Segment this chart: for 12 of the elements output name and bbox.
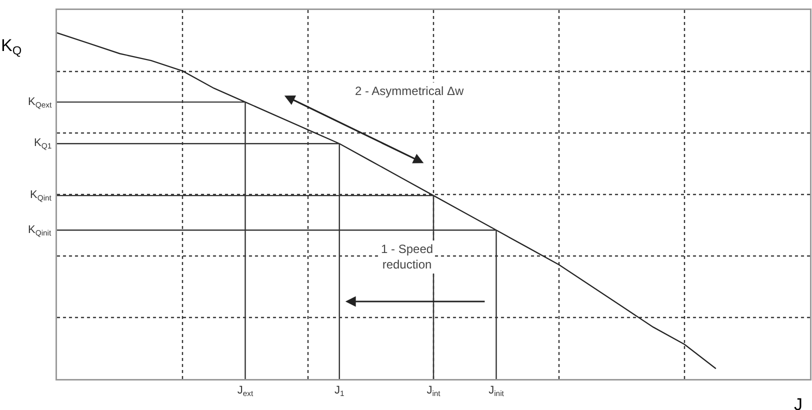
y-axis-title: K$_{Q}$	[1, 36, 22, 58]
x-tick-label: J$_{1}$	[334, 384, 344, 398]
text: K$_{Q1}$	[34, 137, 52, 150]
text: K$_{Qinit}$	[28, 224, 52, 238]
text: K$_{Qext}$	[28, 96, 52, 110]
annotation: 2 - Asymmetrical Δw	[355, 84, 464, 98]
x-tick-label: J$_{int}$	[426, 384, 442, 398]
x-tick-label: J$_{init}$	[488, 384, 505, 398]
x-tick-label: J$_{ext}$	[237, 384, 254, 398]
x-axis-title: J	[794, 395, 802, 410]
text: K$_{Qint}$	[30, 189, 52, 202]
annotation: 1 - Speed reduction	[381, 242, 434, 272]
